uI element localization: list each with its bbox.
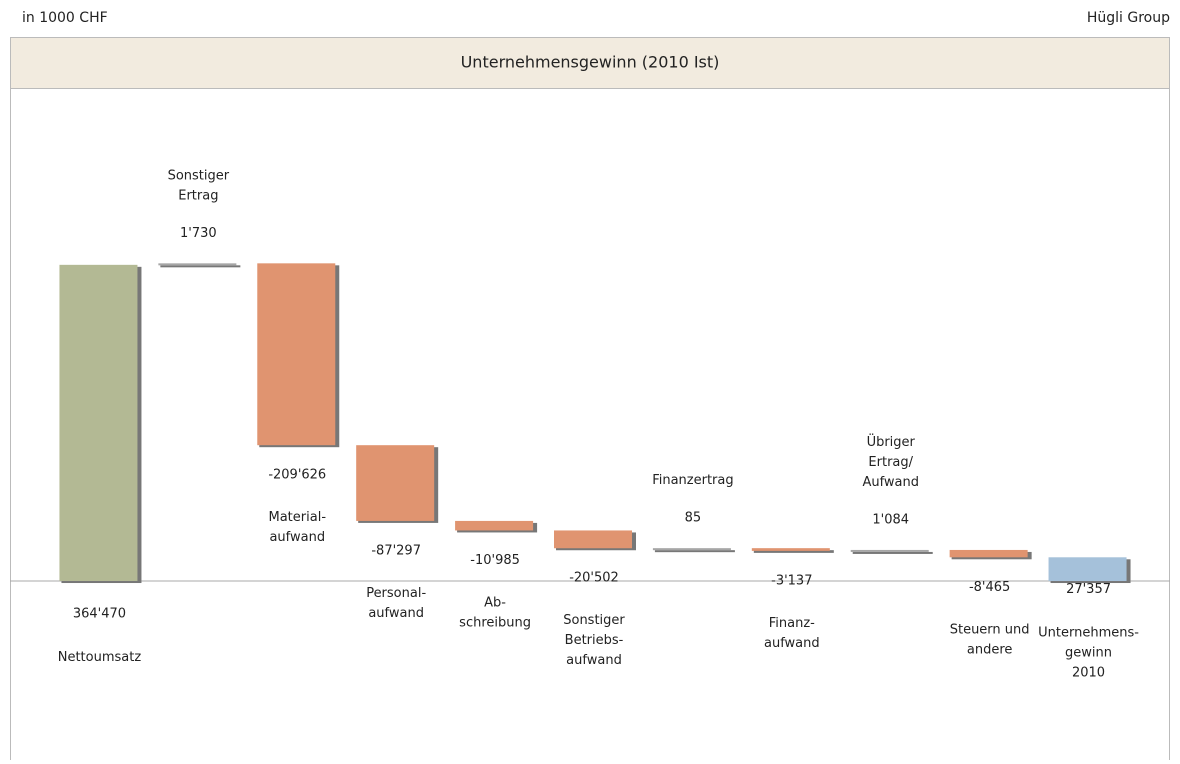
value-label: 27'357 [1066, 582, 1111, 597]
value-label: -3'137 [771, 573, 812, 588]
category-line: gewinn [1065, 645, 1112, 660]
category-line: Übriger [867, 432, 916, 449]
bar [455, 520, 534, 531]
bar [554, 530, 632, 549]
value-label: -10'985 [470, 553, 520, 568]
bar [751, 548, 830, 551]
category-label: Steuern und andere [950, 622, 1030, 657]
value-label: -20'502 [569, 571, 619, 586]
unit-label: in 1000 CHF [22, 10, 108, 26]
bar [1048, 557, 1127, 582]
category-line: andere [967, 642, 1013, 657]
category-label: Material-aufwand [269, 510, 327, 545]
category-label: Sonstiger Betriebs-aufwand [563, 613, 625, 668]
title-band [10, 37, 1170, 89]
category-line: Sonstiger [563, 613, 625, 628]
company-label: Hügli Group [1087, 10, 1170, 26]
bar [949, 549, 1028, 558]
value-label: -8'465 [969, 580, 1010, 595]
category-label: Sonstiger Ertrag [168, 168, 230, 203]
bar [850, 549, 929, 552]
category-line: Nettoumsatz [58, 650, 142, 665]
category-label: Nettoumsatz [58, 650, 142, 665]
category-label: Finanzertrag [652, 473, 733, 488]
category-line: Ertrag/ [868, 454, 913, 469]
category-line: Betriebs- [565, 633, 624, 648]
bar-shadow [654, 550, 735, 553]
category-line: schreibung [459, 615, 531, 630]
category-label: Ab-schreibung [459, 595, 531, 630]
bar-shadow [753, 550, 834, 553]
category-label: Finanz-aufwand [764, 615, 820, 650]
category-line: Ab- [484, 595, 506, 610]
category-line: 2010 [1072, 665, 1105, 680]
chart-title: Unternehmensgewinn (2010 Ist) [461, 53, 720, 72]
category-line: Finanz- [769, 615, 815, 630]
category-label: Unternehmens-gewinn 2010 [1038, 625, 1139, 680]
category-line: Unternehmens- [1038, 625, 1139, 640]
value-label: 85 [685, 511, 702, 526]
bar [59, 264, 138, 582]
bar-shadow [160, 265, 241, 268]
bar [652, 548, 731, 551]
category-line: aufwand [269, 530, 325, 545]
bar [158, 263, 237, 266]
category-line: Finanzertrag [652, 473, 733, 488]
category-line: Aufwand [862, 474, 919, 489]
value-label: 1'084 [872, 512, 909, 527]
value-label: -87'297 [371, 543, 421, 558]
bar-shadow [852, 551, 933, 554]
category-line: Sonstiger [168, 168, 230, 183]
value-label: 1'730 [180, 226, 217, 241]
bar [257, 263, 336, 446]
value-label: -209'626 [268, 468, 326, 483]
bar [356, 445, 435, 521]
category-line: aufwand [368, 605, 424, 620]
category-line: Steuern und [950, 622, 1030, 637]
category-label: Personal-aufwand [366, 585, 426, 620]
category-line: aufwand [566, 653, 622, 668]
category-line: aufwand [764, 635, 820, 650]
category-label: Übriger Ertrag/Aufwand [862, 432, 919, 489]
value-label: 364'470 [73, 607, 126, 622]
category-line: Personal- [366, 585, 426, 600]
category-line: Material- [269, 510, 327, 525]
chart-frame [10, 37, 1170, 764]
category-line: Ertrag [178, 188, 218, 203]
